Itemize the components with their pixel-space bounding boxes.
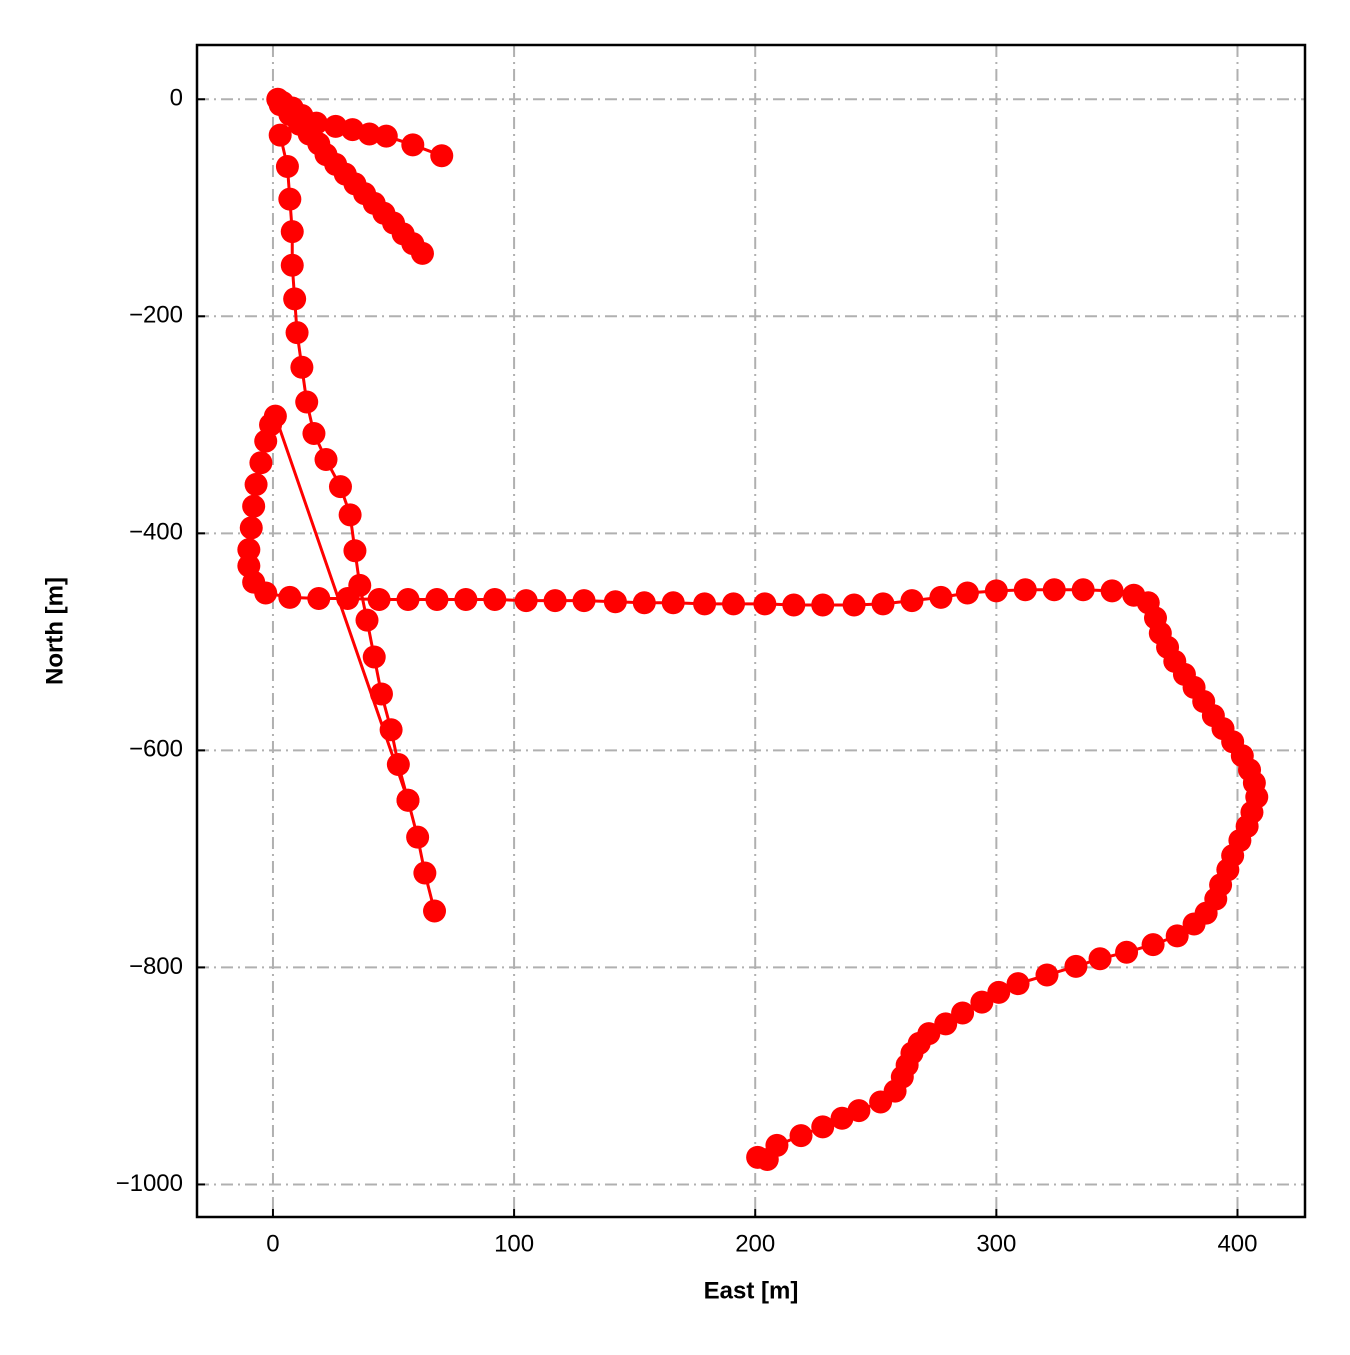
point	[343, 539, 367, 563]
point	[1035, 963, 1059, 987]
point	[396, 588, 420, 612]
point	[295, 390, 319, 414]
point	[693, 592, 717, 616]
y-axis-label: North [m]	[41, 577, 68, 685]
point	[661, 591, 685, 615]
point	[401, 133, 425, 157]
point	[454, 588, 478, 612]
point	[386, 752, 410, 776]
point	[355, 608, 379, 632]
point	[423, 899, 447, 923]
point	[242, 494, 266, 518]
point	[425, 588, 449, 612]
point	[338, 503, 362, 527]
point	[951, 1001, 975, 1025]
point	[753, 592, 777, 616]
point	[254, 581, 278, 605]
point	[336, 586, 360, 610]
point	[314, 448, 338, 472]
point	[406, 825, 430, 849]
point	[543, 589, 567, 613]
point	[483, 588, 507, 612]
point	[1064, 954, 1088, 978]
point	[302, 421, 326, 445]
y-tick-label: −800	[129, 953, 183, 980]
point	[307, 586, 331, 610]
point	[280, 253, 304, 277]
point	[237, 538, 261, 562]
y-tick-label: −400	[129, 519, 183, 546]
point	[357, 122, 381, 146]
point	[362, 645, 386, 669]
point	[413, 861, 437, 885]
point	[955, 581, 979, 605]
point	[283, 287, 307, 311]
point	[379, 718, 403, 742]
point	[1088, 947, 1112, 971]
point	[328, 475, 352, 499]
point	[249, 451, 273, 475]
point	[934, 1012, 958, 1036]
point	[842, 593, 866, 617]
point	[1006, 972, 1030, 996]
point	[1100, 579, 1124, 603]
point	[1182, 912, 1206, 936]
point	[984, 579, 1008, 603]
point	[782, 593, 806, 617]
point	[970, 990, 994, 1014]
point	[811, 1115, 835, 1139]
point	[1042, 578, 1066, 602]
point	[869, 1090, 893, 1114]
point	[275, 155, 299, 179]
point	[632, 591, 656, 615]
point	[244, 473, 268, 496]
point	[280, 220, 304, 244]
x-tick-label: 0	[266, 1230, 279, 1257]
point	[514, 589, 538, 613]
point	[830, 1106, 854, 1130]
x-axis-label: East [m]	[704, 1277, 799, 1304]
point	[1165, 924, 1189, 948]
point	[987, 980, 1011, 1004]
point	[722, 592, 746, 616]
track-line	[247, 98, 1259, 1162]
point	[396, 788, 420, 812]
plot-frame	[195, 43, 1307, 1219]
point	[1071, 578, 1095, 602]
point	[1013, 578, 1037, 602]
x-tick-label: 200	[735, 1230, 775, 1257]
point	[811, 593, 835, 617]
point	[278, 585, 302, 609]
point	[268, 123, 292, 147]
point	[374, 124, 398, 148]
point	[746, 1145, 770, 1169]
point	[278, 187, 302, 211]
x-tick-label: 300	[976, 1230, 1016, 1257]
point	[369, 682, 393, 706]
y-tick-label: −200	[129, 302, 183, 329]
x-tick-label: 100	[494, 1230, 534, 1257]
point	[900, 589, 924, 613]
point	[290, 355, 314, 379]
point	[871, 592, 895, 616]
point	[572, 589, 596, 613]
point	[410, 241, 434, 265]
y-tick-label: −600	[129, 736, 183, 763]
point	[367, 588, 391, 612]
point	[430, 144, 454, 168]
point	[254, 429, 278, 453]
point	[1115, 940, 1139, 964]
y-tick-label: 0	[170, 85, 183, 112]
point	[789, 1124, 813, 1148]
point	[285, 321, 309, 345]
x-tick-label: 400	[1217, 1230, 1257, 1257]
point	[929, 585, 953, 609]
point	[239, 516, 263, 540]
point	[603, 590, 627, 614]
point	[1141, 933, 1165, 957]
y-tick-label: −1000	[116, 1170, 183, 1197]
